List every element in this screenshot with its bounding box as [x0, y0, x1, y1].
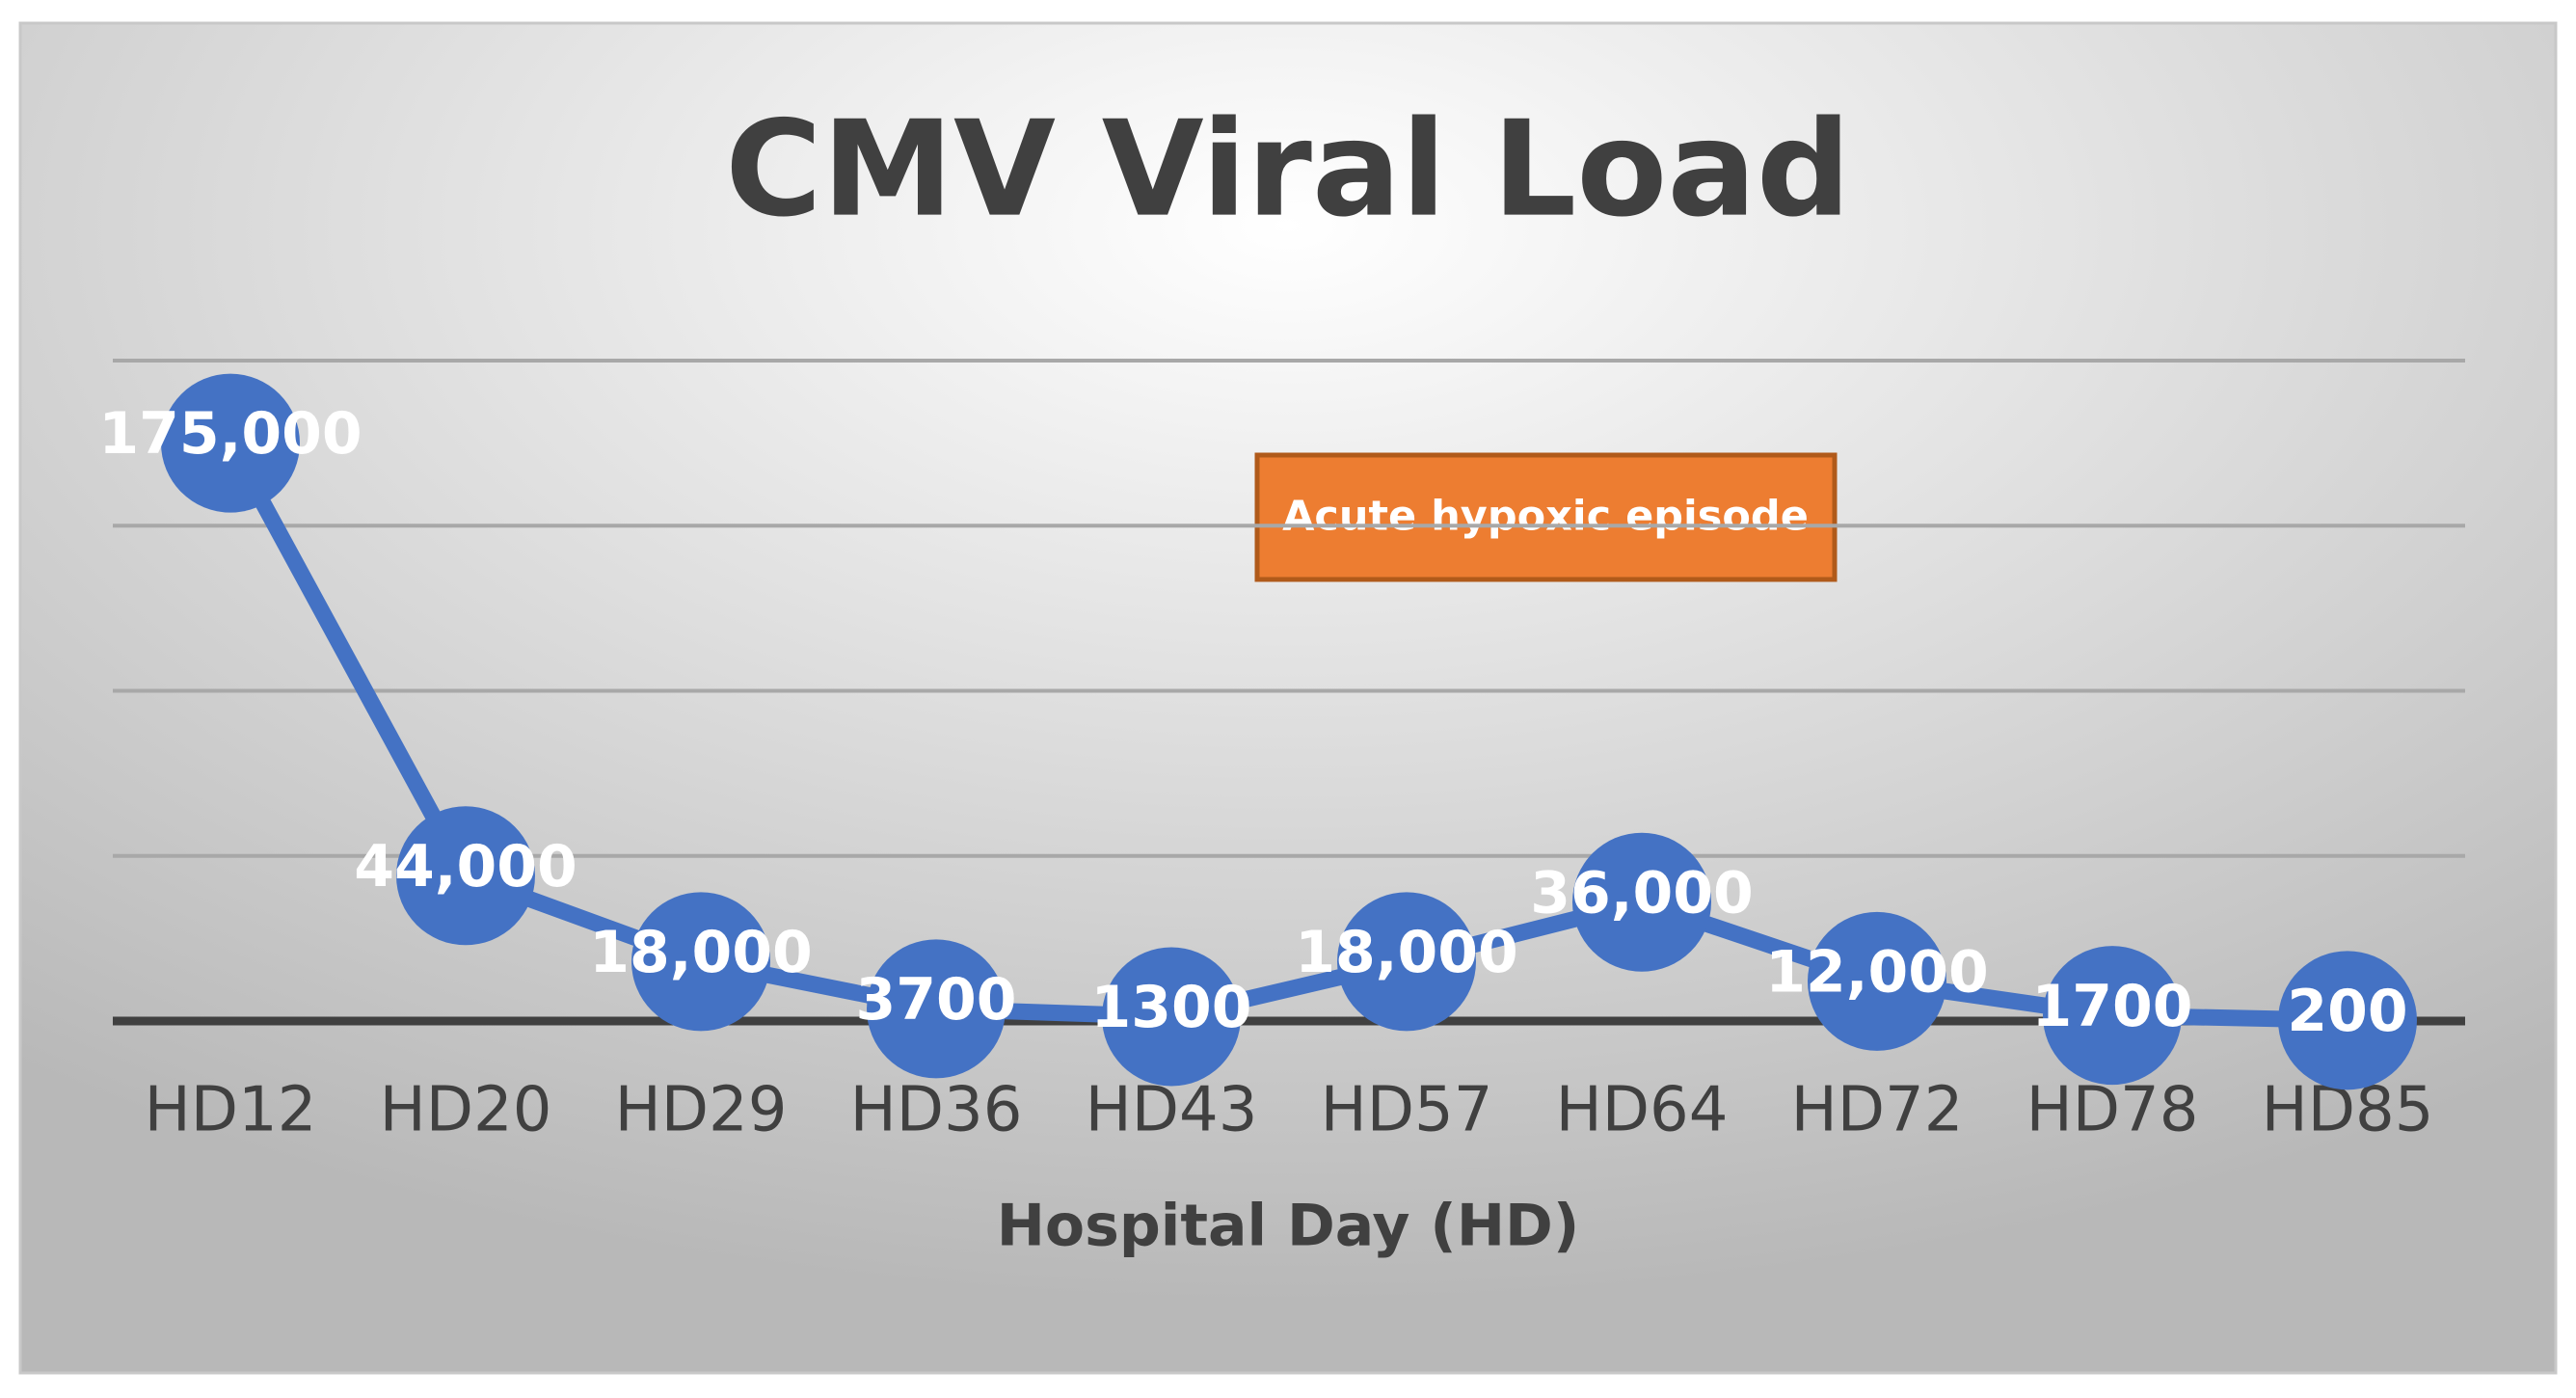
- data-label: 175,000: [98, 400, 362, 468]
- x-tick-label: HD29: [615, 1075, 788, 1146]
- data-label: 18,000: [589, 919, 813, 986]
- marker: [1808, 911, 1946, 1051]
- marker: [867, 939, 1006, 1079]
- data-label: 12,000: [1765, 938, 1989, 1006]
- data-label: 36,000: [1530, 859, 1754, 927]
- x-axis-title: Hospital Day (HD): [997, 1193, 1580, 1260]
- data-label: 1300: [1091, 974, 1252, 1041]
- x-tick-label: HD72: [1791, 1075, 1964, 1146]
- data-label: 44,000: [354, 833, 577, 901]
- chart-frame: [18, 21, 2558, 1375]
- annotation-box: [1254, 452, 1838, 582]
- chart-title: CMV Viral Load: [725, 94, 1851, 247]
- x-tick-label: HD78: [2026, 1075, 2199, 1146]
- marker: [1337, 892, 1476, 1032]
- x-tick-label: HD12: [145, 1075, 317, 1146]
- marker: [1102, 947, 1241, 1087]
- marker: [2278, 951, 2417, 1090]
- x-tick-label: HD20: [380, 1075, 552, 1146]
- data-label: 18,000: [1295, 919, 1518, 986]
- data-label: 3700: [856, 966, 1017, 1034]
- marker: [396, 806, 535, 946]
- x-tick-label: HD43: [1086, 1075, 1258, 1146]
- annotation-text: Acute hypoxic episode: [1282, 493, 1809, 541]
- marker: [1572, 832, 1711, 972]
- x-tick-label: HD64: [1556, 1075, 1729, 1146]
- data-label: 1700: [2032, 973, 2193, 1040]
- x-tick-label: HD57: [1321, 1075, 1493, 1146]
- marker: [2043, 946, 2182, 1086]
- marker: [631, 892, 770, 1032]
- data-label: 200: [2287, 978, 2407, 1045]
- x-tick-label: HD36: [850, 1075, 1023, 1146]
- series-line: [223, 439, 2348, 1029]
- marker: [161, 373, 300, 513]
